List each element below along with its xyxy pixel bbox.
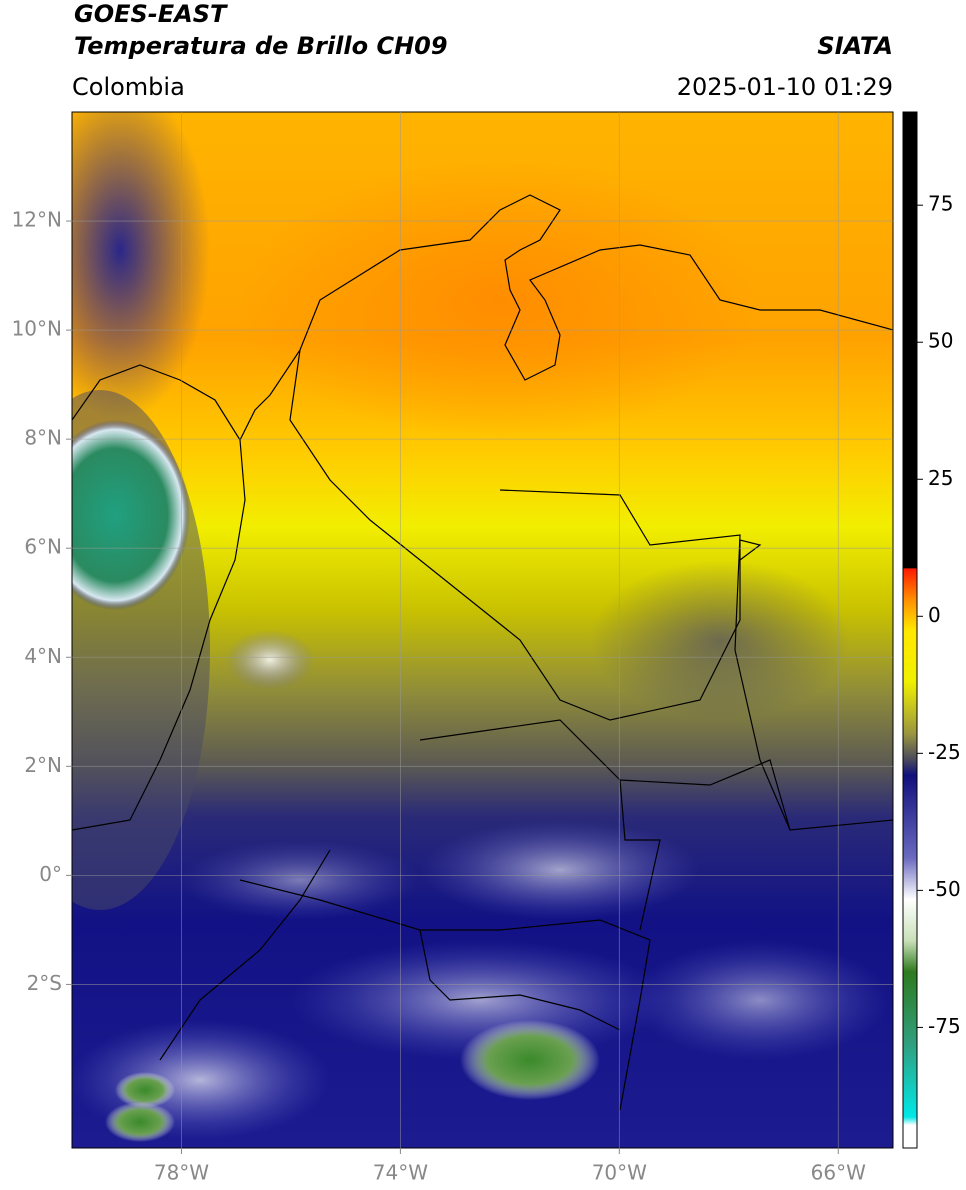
y-tick-label: 12°N: [12, 208, 62, 232]
y-tick-label: 0°: [39, 862, 62, 886]
datetime-label: 2025-01-10 01:29: [677, 73, 893, 101]
colorbar-tick-label: 25: [928, 466, 953, 490]
colorbar-tick-label: 0: [928, 603, 941, 627]
y-tick-label: 4°N: [24, 644, 62, 668]
product-title: Temperatura de Brillo CH09: [74, 32, 448, 60]
y-tick-label: 6°N: [24, 535, 62, 559]
x-tick-label: 66°W: [811, 1161, 866, 1185]
colorbar-tick-label: -75: [928, 1014, 961, 1038]
colorbar-tick-label: 75: [928, 192, 953, 216]
satellite-image: [72, 112, 893, 1148]
source-title: SIATA: [817, 32, 893, 60]
y-tick-label: 10°N: [12, 317, 62, 341]
y-tick-label: 2°N: [24, 753, 62, 777]
y-tick-label: 8°N: [24, 426, 62, 450]
x-tick-label: 70°W: [592, 1161, 647, 1185]
region-label: Colombia: [72, 73, 185, 101]
colorbar-tick-label: -50: [928, 877, 961, 901]
colorbar: [902, 111, 918, 1149]
satellite-title: GOES-EAST: [74, 0, 228, 28]
x-tick-label: 78°W: [154, 1161, 209, 1185]
y-tick-label: 2°S: [27, 971, 62, 995]
colorbar-tick-label: -25: [928, 740, 961, 764]
map-frame: [71, 111, 894, 1149]
x-tick-label: 74°W: [373, 1161, 428, 1185]
colorbar-tick-label: 50: [928, 329, 953, 353]
